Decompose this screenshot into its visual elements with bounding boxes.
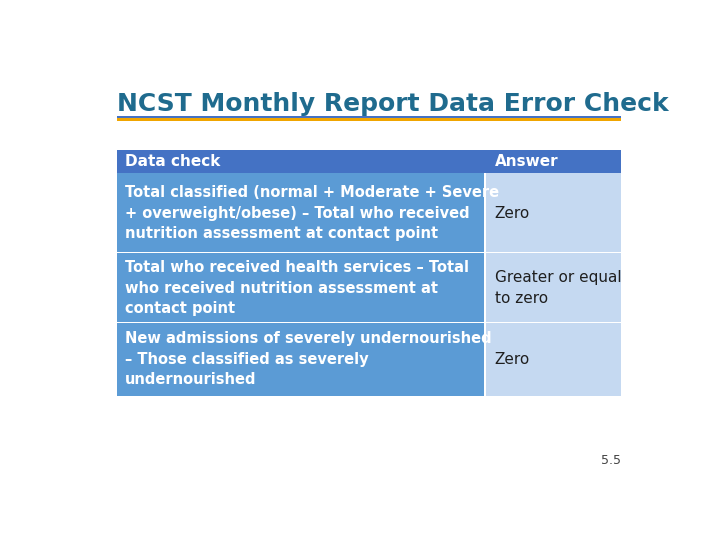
Bar — [117, 117, 621, 118]
Text: Total who received health services – Total
who received nutrition assessment at
: Total who received health services – Tot… — [125, 260, 469, 316]
Bar — [485, 173, 621, 253]
Text: 5.5: 5.5 — [601, 454, 621, 467]
Text: Data check: Data check — [125, 153, 220, 168]
Bar — [117, 173, 485, 253]
Bar — [485, 323, 621, 396]
Bar — [117, 253, 485, 323]
Bar — [485, 150, 621, 173]
Text: Answer: Answer — [495, 153, 558, 168]
Bar — [117, 150, 485, 173]
Bar — [117, 323, 485, 396]
Bar — [117, 252, 621, 254]
Bar — [485, 323, 486, 396]
Text: Greater or equal
to zero: Greater or equal to zero — [495, 271, 621, 306]
Bar — [485, 173, 486, 253]
Text: Total classified (normal + Moderate + Severe
+ overweight/obese) – Total who rec: Total classified (normal + Moderate + Se… — [125, 185, 499, 241]
Bar — [117, 118, 621, 121]
Bar — [485, 253, 621, 323]
Bar — [117, 322, 621, 324]
Text: Zero: Zero — [495, 352, 530, 367]
Text: NCST Monthly Report Data Error Check: NCST Monthly Report Data Error Check — [117, 92, 669, 116]
Text: New admissions of severely undernourished
– Those classified as severely
underno: New admissions of severely undernourishe… — [125, 332, 492, 387]
Bar — [485, 253, 486, 323]
Text: Zero: Zero — [495, 206, 530, 220]
